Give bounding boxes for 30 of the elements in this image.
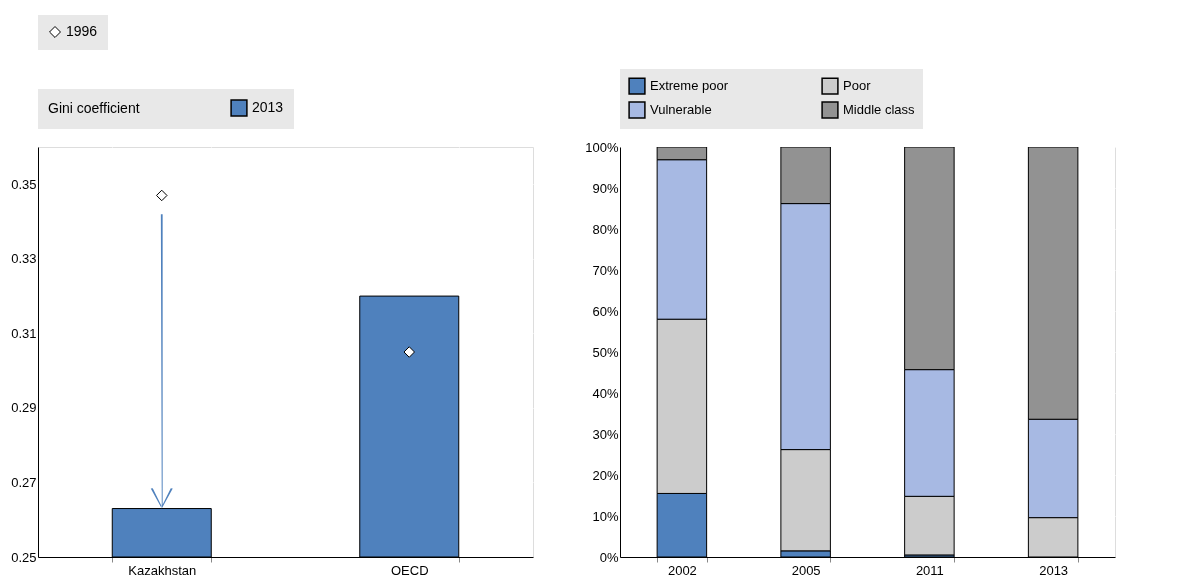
x-tick-label: Kazakhstan: [128, 562, 197, 578]
y-tick-label: 0.27: [11, 474, 37, 490]
y-tick-label: 100%: [585, 139, 619, 155]
y-tick-label: 50%: [592, 344, 619, 360]
x-tick-label: OECD: [390, 562, 429, 578]
y-tick-label: 80%: [592, 221, 619, 237]
legend-label: 2013: [252, 99, 284, 115]
y-tick-label: 40%: [592, 385, 619, 401]
legend-label: Poor: [843, 78, 872, 94]
y-tick-label: 70%: [592, 262, 619, 278]
y-tick-label: 0.35: [11, 176, 37, 192]
y-tick-label: 0.25: [11, 549, 37, 565]
legend-title: Gini coefficient: [48, 100, 140, 116]
y-tick-label: 0%: [599, 549, 619, 565]
y-tick-label: 0.33: [11, 251, 37, 267]
legend-label: 1996: [66, 23, 98, 39]
legend-label: Vulnerable: [650, 102, 712, 117]
x-tick-label: 2011: [915, 562, 944, 578]
y-tick-label: 0.29: [11, 400, 37, 416]
y-tick-label: 10%: [592, 508, 619, 524]
x-tick-label: 2013: [1039, 562, 1069, 578]
y-tick-label: 0.31: [11, 325, 37, 341]
legend-label: Extreme poor: [650, 78, 729, 94]
legend-label: Middle class: [843, 102, 916, 117]
x-tick-label: 2002: [667, 562, 697, 578]
y-tick-label: 20%: [592, 467, 619, 483]
y-tick-label: 30%: [592, 426, 619, 442]
y-tick-label: 90%: [592, 180, 619, 196]
y-tick-label: 60%: [592, 303, 619, 319]
x-tick-label: 2005: [791, 562, 821, 578]
